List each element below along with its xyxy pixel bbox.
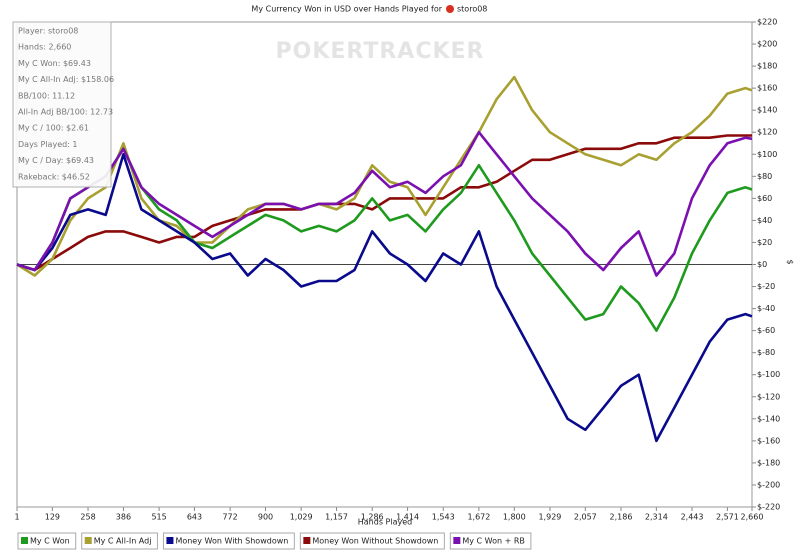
legend-swatch xyxy=(21,537,28,544)
chart-title: My Currency Won in USD over Hands Played… xyxy=(251,5,442,14)
y-tick-label: $-200 xyxy=(757,480,780,489)
x-tick-label: 1,414 xyxy=(396,513,419,522)
y-tick-label: $-80 xyxy=(757,348,775,357)
y-tick-label: $-180 xyxy=(757,458,780,467)
x-tick-label: 643 xyxy=(187,513,202,522)
legend-box xyxy=(81,532,158,550)
y-tick-label: $20 xyxy=(757,238,772,247)
x-tick-label: 2,571 xyxy=(716,513,739,522)
x-tick-label: 1,029 xyxy=(290,513,313,522)
legend-swatch xyxy=(453,537,461,544)
legend-box xyxy=(449,532,532,550)
stats-line: Hands: 2,660 xyxy=(18,43,71,52)
legend-label: Money Won With Showdown xyxy=(175,537,288,546)
watermark: POKERTRACKER xyxy=(276,39,485,64)
y-tick-label: $0 xyxy=(757,260,767,269)
x-tick-label: 386 xyxy=(116,513,131,522)
y-axis-label: $ xyxy=(786,259,795,264)
y-tick-label: $-140 xyxy=(757,414,780,423)
x-tick-label: 1,543 xyxy=(432,513,455,522)
legend-item: Money Won Without Showdown xyxy=(299,532,445,550)
y-tick-label: $200 xyxy=(757,40,777,49)
player-icon xyxy=(446,5,454,13)
y-tick-label: $120 xyxy=(757,128,777,137)
x-tick-label: 2,314 xyxy=(645,513,668,522)
stats-box: Player: storo08 Hands: 2,660 My C Won: $69… xyxy=(12,21,114,188)
series-line xyxy=(16,153,753,443)
y-tick-label: $80 xyxy=(757,172,772,181)
stats-line: My C / Day: $69.43 xyxy=(18,156,94,165)
series-line xyxy=(16,134,752,272)
y-tick-label: $220 xyxy=(757,18,777,27)
stats-box-bg xyxy=(12,21,112,188)
y-tick-label: $-160 xyxy=(757,436,780,445)
y-tick-label: $140 xyxy=(757,106,777,115)
x-tick-label: 258 xyxy=(80,513,95,522)
legend-item: My C All-In Adj xyxy=(81,532,158,550)
y-tick-label: $40 xyxy=(757,216,772,225)
x-tick-label: 1,286 xyxy=(361,513,384,522)
x-tick-label: 1,929 xyxy=(538,513,561,522)
x-tick-label: 2,443 xyxy=(681,513,704,522)
legend-label: My C All-In Adj xyxy=(94,537,152,546)
x-tick-label: 515 xyxy=(151,513,166,522)
x-tick-label: 2,186 xyxy=(610,513,633,522)
legend-swatch xyxy=(166,537,174,544)
x-tick-label: 2,057 xyxy=(574,513,597,522)
x-tick-label: 2,660 xyxy=(741,513,764,522)
y-tick-label: $160 xyxy=(757,84,777,93)
legend-label: My C Won + RB xyxy=(462,537,525,546)
series-line xyxy=(16,75,753,277)
legend-label: My C Won xyxy=(30,537,70,546)
x-tick-label: 1,157 xyxy=(325,513,348,522)
stats-line: Player: storo08 xyxy=(18,27,78,36)
y-tick-label: $-20 xyxy=(757,282,775,291)
x-axis-label: Hands Played xyxy=(358,518,412,527)
y-tick-label: $-100 xyxy=(757,370,780,379)
stats-line: Rakeback: $46.52 xyxy=(18,172,90,181)
stats-line: My C / 100: $2.61 xyxy=(18,124,89,133)
series-line xyxy=(16,130,753,277)
legend-item: My C Won xyxy=(17,532,77,550)
chart-title-player: storo08 xyxy=(457,5,487,14)
x-tick-label: 772 xyxy=(222,513,237,522)
y-tick-label: $180 xyxy=(757,62,777,71)
x-tick-label: 1,672 xyxy=(467,513,490,522)
y-tick-label: $-60 xyxy=(757,326,775,335)
y-tick-label: $60 xyxy=(757,194,772,203)
stats-line: My C Won: $69.43 xyxy=(18,59,91,68)
x-tick-label: 1,800 xyxy=(503,513,526,522)
y-tick-label: $100 xyxy=(757,150,777,159)
y-tick-label: $-120 xyxy=(757,392,780,401)
legend-swatch xyxy=(84,537,92,544)
legend-item: Money Won With Showdown xyxy=(162,532,295,550)
legend-label: Money Won Without Showdown xyxy=(312,537,438,546)
legend-box xyxy=(17,532,77,550)
stats-line: All-In Adj BB/100: 12.73 xyxy=(18,108,113,117)
x-tick-label: 1 xyxy=(14,513,19,522)
legend-box xyxy=(299,532,445,550)
y-tick-label: $-40 xyxy=(757,304,775,313)
legend-swatch xyxy=(303,537,311,544)
title-group: My Currency Won in USD over Hands Played… xyxy=(251,5,487,14)
x-tick-label: 129 xyxy=(45,513,60,522)
stats-line: Days Played: 1 xyxy=(18,140,78,149)
y-tick-label: $-220 xyxy=(757,503,780,512)
x-tick-label: 900 xyxy=(258,513,273,522)
legend-item: My C Won + RB xyxy=(449,532,532,550)
stats-line: BB/100: 11.12 xyxy=(18,91,75,100)
legend-box xyxy=(162,532,295,550)
stats-line: My C All-In Adj: $158.06 xyxy=(18,75,114,84)
